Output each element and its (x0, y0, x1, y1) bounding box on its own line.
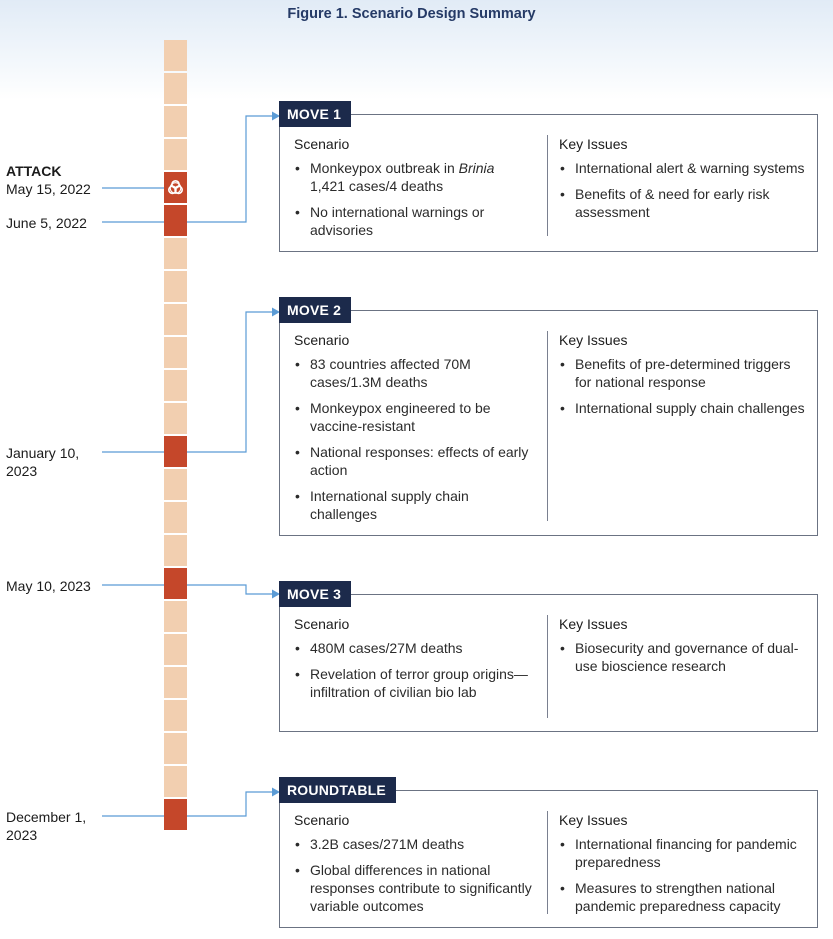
key-issue-item: Benefits of pre-determined triggers for … (559, 355, 807, 391)
move-2-box: Scenario 83 countries affected 70M cases… (279, 310, 818, 536)
scenario-item: National responses: effects of early act… (294, 443, 539, 479)
figure-title: Figure 1. Scenario Design Summary (287, 6, 536, 22)
scenario-column: Scenario 3.2B cases/271M deaths Global d… (294, 811, 539, 923)
key-issues-heading: Key Issues (559, 812, 628, 828)
key-issues-column: Key Issues International financing for p… (559, 811, 807, 923)
date-label-4: May 10, 2023 (6, 578, 91, 594)
timeline-segment (164, 502, 187, 533)
timeline-segment (164, 700, 187, 731)
timeline-marker (164, 436, 187, 467)
scenario-item: Global differences in national responses… (294, 861, 539, 915)
timeline-attack-marker (164, 172, 187, 203)
roundtable-connector (102, 791, 274, 817)
timeline-bar (164, 40, 187, 832)
timeline-segment (164, 238, 187, 269)
key-issues-list: Benefits of pre-determined triggers for … (559, 355, 807, 417)
move-1-title: MOVE 1 (279, 101, 352, 127)
scenario-item: Monkeypox engineered to be vaccine-resis… (294, 399, 539, 435)
move-2-connector (102, 311, 274, 453)
key-issues-column: Key Issues Biosecurity and governance of… (559, 615, 807, 683)
move-1-connector (102, 115, 274, 223)
timeline-segment (164, 733, 187, 764)
scenario-item: 480M cases/27M deaths (294, 639, 539, 657)
scenario-column: Scenario 83 countries affected 70M cases… (294, 331, 539, 531)
key-issues-heading: Key Issues (559, 616, 628, 632)
date-label-1: May 15, 2022 (6, 181, 91, 197)
scenario-heading: Scenario (294, 332, 350, 348)
scenario-item: International supply chain challenges (294, 487, 539, 523)
key-issue-item: Benefits of & need for early risk assess… (559, 185, 807, 221)
roundtable-title: ROUNDTABLE (279, 777, 396, 803)
timeline-segment (164, 403, 187, 434)
move-1-arrowhead (272, 111, 280, 121)
timeline-segment (164, 634, 187, 665)
timeline-segment (164, 304, 187, 335)
move-3-title: MOVE 3 (279, 581, 352, 607)
column-divider (547, 615, 548, 718)
key-issues-list: International alert & warning systems Be… (559, 159, 807, 221)
date-label-3: January 10, 2023 (6, 445, 80, 479)
scenario-list: 3.2B cases/271M deaths Global difference… (294, 835, 539, 915)
key-issues-column: Key Issues Benefits of pre-determined tr… (559, 331, 807, 425)
key-issues-column: Key Issues International alert & warning… (559, 135, 807, 229)
move-3-connector (102, 584, 274, 595)
timeline-segment (164, 337, 187, 368)
scenario-item: 3.2B cases/271M deaths (294, 835, 539, 853)
roundtable-arrowhead (272, 787, 280, 797)
key-issue-item: International supply chain challenges (559, 399, 807, 417)
scenario-item: 83 countries affected 70M cases/1.3M dea… (294, 355, 539, 391)
attack-label: ATTACK (6, 163, 62, 179)
move-3-arrowhead (272, 589, 280, 599)
timeline-segment (164, 370, 187, 401)
timeline-segment (164, 271, 187, 302)
biohazard-icon (167, 179, 183, 195)
scenario-heading: Scenario (294, 812, 350, 828)
move-2-title: MOVE 2 (279, 297, 352, 323)
scenario-list: 480M cases/27M deaths Revelation of terr… (294, 639, 539, 701)
roundtable-box: Scenario 3.2B cases/271M deaths Global d… (279, 790, 818, 928)
column-divider (547, 135, 548, 236)
key-issues-list: International financing for pandemic pre… (559, 835, 807, 915)
scenario-heading: Scenario (294, 616, 350, 632)
scenario-column: Scenario 480M cases/27M deaths Revelatio… (294, 615, 539, 709)
key-issue-item: Biosecurity and governance of dual-use b… (559, 639, 807, 675)
timeline-segment (164, 535, 187, 566)
scenario-item: No international warnings or advisories (294, 203, 539, 239)
key-issue-item: Measures to strengthen national pandemic… (559, 879, 807, 915)
timeline-segment (164, 106, 187, 137)
key-issue-item: International financing for pandemic pre… (559, 835, 807, 871)
column-divider (547, 811, 548, 914)
move-1-box: Scenario Monkeypox outbreak in Brinia1,4… (279, 114, 818, 252)
scenario-column: Scenario Monkeypox outbreak in Brinia1,4… (294, 135, 539, 247)
scenario-list: 83 countries affected 70M cases/1.3M dea… (294, 355, 539, 523)
key-issues-heading: Key Issues (559, 136, 628, 152)
timeline-segment (164, 667, 187, 698)
key-issues-heading: Key Issues (559, 332, 628, 348)
timeline-segment (164, 40, 187, 71)
date-label-2: June 5, 2022 (6, 215, 87, 231)
timeline-segment (164, 766, 187, 797)
timeline-segment (164, 469, 187, 500)
timeline-marker (164, 799, 187, 830)
key-issues-list: Biosecurity and governance of dual-use b… (559, 639, 807, 675)
header-background (0, 0, 833, 100)
timeline-segment (164, 73, 187, 104)
key-issue-item: International alert & warning systems (559, 159, 807, 177)
column-divider (547, 331, 548, 521)
move-2-arrowhead (272, 307, 280, 317)
scenario-item: Revelation of terror group origins—infil… (294, 665, 539, 701)
scenario-heading: Scenario (294, 136, 350, 152)
date-label-5: December 1, 2023 (6, 809, 87, 843)
timeline-marker (164, 205, 187, 236)
timeline-segment (164, 601, 187, 632)
timeline-segment (164, 139, 187, 170)
timeline-marker (164, 568, 187, 599)
move-3-box: Scenario 480M cases/27M deaths Revelatio… (279, 594, 818, 732)
